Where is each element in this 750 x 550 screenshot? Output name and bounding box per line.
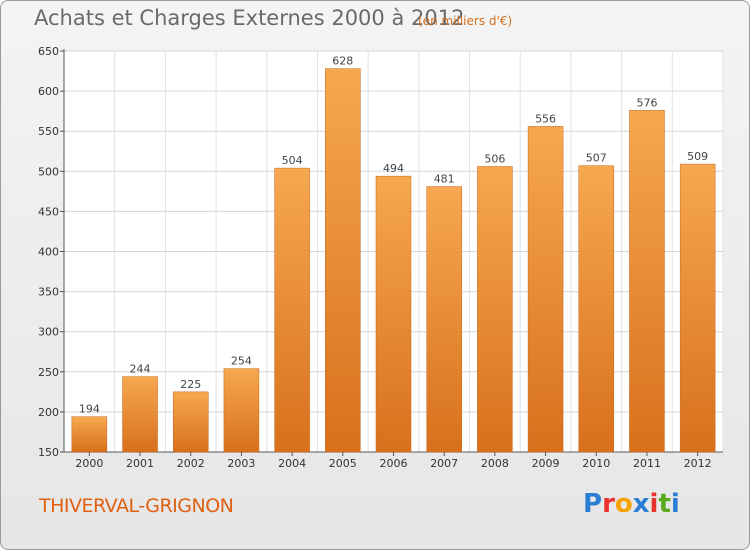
data-label-2004: 504: [282, 154, 303, 167]
bar-2008: [477, 166, 513, 453]
y-tick-label: 400: [38, 246, 59, 259]
y-tick-label: 550: [38, 125, 59, 138]
logo-letter: o: [614, 489, 633, 519]
labels: 150 200 250 300 350 400 450 500 550 600 650 2000 194…: [38, 45, 712, 470]
bar-2005: [325, 68, 361, 453]
y-tick-label: 450: [38, 205, 59, 218]
y-tick-label: 350: [38, 286, 59, 299]
bar-2004: [274, 167, 310, 453]
x-tick-label: 2011: [633, 457, 661, 470]
data-label-2001: 244: [130, 363, 151, 376]
x-tick-label: 2007: [430, 457, 458, 470]
bar-2000: [71, 416, 108, 453]
x-tick-label: 2006: [380, 457, 408, 470]
chart-subtitle: (en milliers d'€): [418, 14, 513, 28]
y-tick-label: 250: [38, 366, 59, 379]
x-tick-label: 2003: [227, 457, 255, 470]
data-label-2011: 576: [636, 96, 657, 109]
x-tick-label: 2009: [532, 457, 560, 470]
bar-2006: [375, 175, 412, 453]
logo-letter: r: [602, 489, 615, 519]
chart-title: Achats et Charges Externes 2000 à 2012: [34, 6, 465, 30]
x-tick-label: 2001: [126, 457, 154, 470]
bar-2003: [223, 368, 260, 453]
data-label-2010: 507: [586, 152, 607, 165]
y-tick-label: 300: [38, 326, 59, 339]
data-label-2008: 506: [484, 152, 505, 165]
data-label-2000: 194: [79, 403, 100, 416]
data-label-2012: 509: [687, 150, 708, 163]
data-label-2006: 494: [383, 162, 404, 175]
data-label-2007: 481: [434, 173, 455, 186]
x-tick-label: 2002: [177, 457, 205, 470]
bar-2007: [426, 186, 462, 453]
x-tick-label: 2008: [481, 457, 509, 470]
x-tick-label: 2000: [75, 457, 103, 470]
logo-letter: t: [658, 489, 671, 519]
logo-letter: i: [670, 489, 680, 519]
bar-2001: [122, 376, 158, 453]
bar-2011: [629, 110, 665, 453]
bar-2012: [679, 163, 716, 453]
x-tick-label: 2012: [684, 457, 712, 470]
x-tick-label: 2004: [278, 457, 306, 470]
bar-2002: [172, 391, 209, 453]
data-label-2009: 556: [535, 112, 556, 125]
bar-2010: [578, 165, 615, 453]
data-label-2005: 628: [332, 55, 353, 68]
y-tick-label: 650: [38, 45, 59, 58]
data-label-2002: 225: [180, 378, 201, 391]
location-name: THIVERVAL-GRIGNON: [39, 495, 234, 517]
y-tick-label: 600: [38, 85, 59, 98]
bar-2009: [527, 126, 564, 453]
logo-letter: x: [632, 489, 650, 519]
y-tick-label: 500: [38, 165, 59, 178]
x-tick-label: 2010: [582, 457, 610, 470]
data-label-2003: 254: [231, 355, 252, 368]
logo-letter: i: [649, 489, 659, 519]
logo-letter: P: [583, 489, 603, 519]
bars: [71, 68, 716, 453]
x-tick-label: 2005: [329, 457, 357, 470]
proxiti-logo: Proxiti: [583, 489, 680, 519]
y-tick-label: 200: [38, 406, 59, 419]
y-tick-label: 150: [38, 446, 59, 459]
